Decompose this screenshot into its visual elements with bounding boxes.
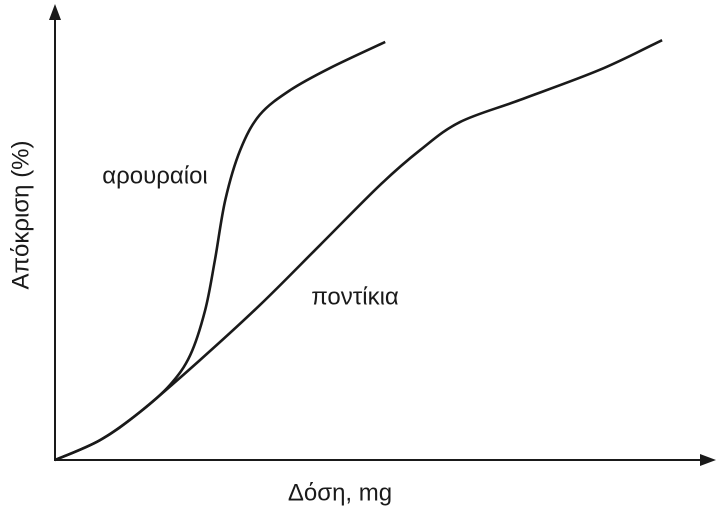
x-axis-arrow	[700, 454, 716, 466]
x-axis-label: Δόση, mg	[288, 479, 392, 506]
series-label: αρουραίοι	[102, 162, 208, 189]
y-axis-arrow	[49, 4, 61, 20]
y-axis-label: Απόκριση (%)	[7, 140, 34, 289]
line-series	[54, 40, 386, 462]
line-series	[54, 38, 663, 462]
series-label: ποντίκια	[311, 283, 399, 310]
